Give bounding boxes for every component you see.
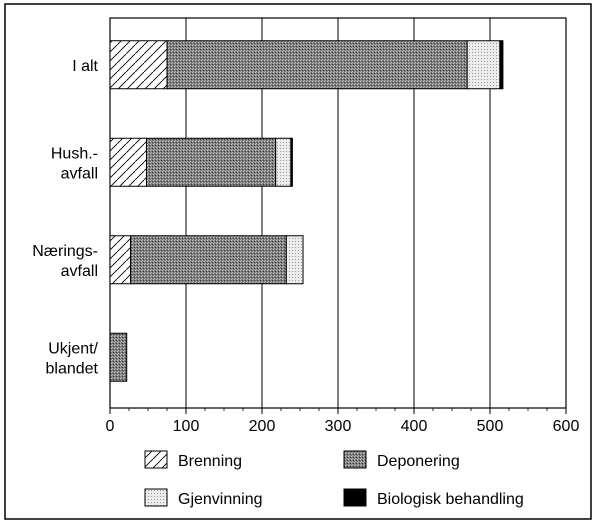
bar-gjenvinning — [285, 235, 304, 285]
bar-brenning — [109, 40, 168, 90]
x-tick-label: 0 — [106, 418, 115, 435]
x-tick-label: 200 — [249, 418, 276, 435]
x-tick-label: 500 — [477, 418, 504, 435]
category-label: Nærings-avfall — [32, 243, 98, 280]
bar-biologisk-behandling — [499, 40, 504, 90]
plot-area — [109, 17, 567, 409]
x-axis: 0 100 200 300 400 500 600 — [106, 408, 580, 435]
bar-deponering — [130, 235, 287, 285]
legend-swatch — [343, 450, 367, 469]
x-tick-label: 300 — [325, 418, 352, 435]
category-label: Hush.-avfall — [51, 145, 98, 182]
category-label: Ukjent/blandet — [46, 340, 99, 377]
bar-deponering — [166, 40, 468, 90]
legend-swatch — [144, 488, 168, 507]
category-label: I alt — [72, 58, 98, 75]
bar-deponering — [109, 332, 128, 382]
legend-swatch — [343, 488, 367, 507]
x-tick-label: 100 — [173, 418, 200, 435]
bar-gjenvinning — [466, 40, 501, 90]
x-tick-label: 400 — [401, 418, 428, 435]
legend-swatch — [144, 450, 168, 469]
legend-label: Gjenvinning — [178, 491, 263, 508]
bar-gjenvinning — [275, 137, 292, 187]
bar-biologisk-behandling — [290, 137, 293, 187]
bar-brenning — [109, 235, 132, 285]
legend-label: Deponering — [377, 453, 460, 470]
legend-label: Biologisk behandling — [377, 491, 524, 508]
bar-deponering — [145, 137, 277, 187]
chart-border — [4, 3, 592, 520]
y-axis-labels: I alt Hush.-avfall Nærings-avfall Ukjent/bl… — [32, 58, 98, 378]
x-tick-label: 600 — [553, 418, 580, 435]
bar-brenning — [109, 137, 147, 187]
legend: Brenning Deponering Gjenvinning Biologisk b… — [144, 450, 524, 508]
legend-label: Brenning — [178, 453, 242, 470]
